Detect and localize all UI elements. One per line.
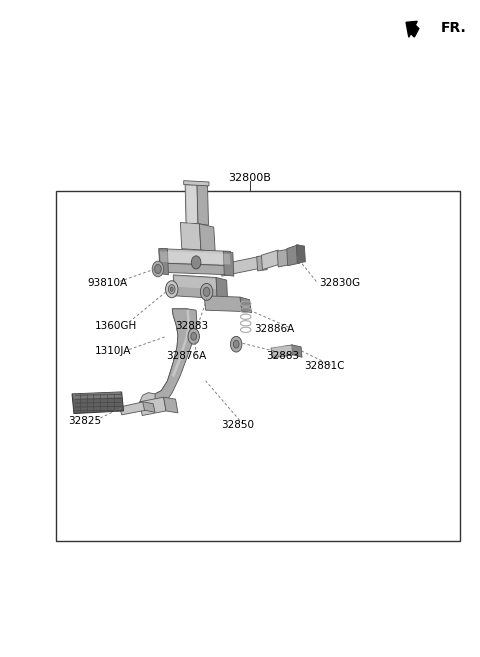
Polygon shape <box>143 402 155 412</box>
FancyArrow shape <box>406 21 419 37</box>
Circle shape <box>200 283 213 300</box>
Text: 32876A: 32876A <box>166 351 206 361</box>
Text: 1310JA: 1310JA <box>95 346 131 355</box>
Text: 32883: 32883 <box>266 351 300 361</box>
Circle shape <box>166 281 178 298</box>
Polygon shape <box>73 392 121 399</box>
Circle shape <box>152 261 164 277</box>
Polygon shape <box>221 256 260 276</box>
Polygon shape <box>173 275 217 298</box>
Polygon shape <box>287 245 300 265</box>
Polygon shape <box>159 249 168 275</box>
Circle shape <box>191 332 197 340</box>
Polygon shape <box>240 297 252 313</box>
Polygon shape <box>159 249 231 265</box>
Circle shape <box>170 287 173 291</box>
Circle shape <box>230 336 242 352</box>
Circle shape <box>168 284 175 294</box>
Polygon shape <box>199 224 215 251</box>
Circle shape <box>188 328 199 344</box>
Polygon shape <box>120 402 145 415</box>
Text: 32825: 32825 <box>68 417 101 426</box>
Text: 32883: 32883 <box>176 321 209 331</box>
Polygon shape <box>197 185 208 225</box>
Text: 32800B: 32800B <box>228 173 271 183</box>
Polygon shape <box>164 397 178 413</box>
Circle shape <box>155 264 161 273</box>
Polygon shape <box>262 250 279 269</box>
Text: 32886A: 32886A <box>254 323 295 334</box>
Text: 93810A: 93810A <box>87 278 127 288</box>
Polygon shape <box>155 309 197 406</box>
Text: 32830G: 32830G <box>319 278 360 288</box>
Text: 32850: 32850 <box>221 420 254 430</box>
Polygon shape <box>174 276 216 289</box>
Bar <box>56 191 459 541</box>
Text: FR.: FR. <box>441 20 466 35</box>
Polygon shape <box>140 397 166 415</box>
Polygon shape <box>140 309 189 410</box>
Text: 1360GH: 1360GH <box>95 321 137 331</box>
Polygon shape <box>216 277 228 301</box>
Polygon shape <box>271 345 294 358</box>
Polygon shape <box>277 249 291 267</box>
Polygon shape <box>184 181 209 186</box>
Polygon shape <box>180 223 201 250</box>
Polygon shape <box>72 392 123 413</box>
Polygon shape <box>291 345 302 357</box>
Text: 32881C: 32881C <box>304 361 345 371</box>
Circle shape <box>203 287 210 296</box>
Polygon shape <box>185 185 198 225</box>
Polygon shape <box>187 186 197 224</box>
Polygon shape <box>204 296 242 311</box>
Polygon shape <box>257 255 267 271</box>
Polygon shape <box>172 310 190 378</box>
Polygon shape <box>296 245 305 263</box>
Polygon shape <box>223 251 234 276</box>
Polygon shape <box>160 251 230 264</box>
Polygon shape <box>159 263 232 275</box>
Circle shape <box>192 256 201 269</box>
Polygon shape <box>272 346 292 355</box>
Circle shape <box>233 340 239 348</box>
